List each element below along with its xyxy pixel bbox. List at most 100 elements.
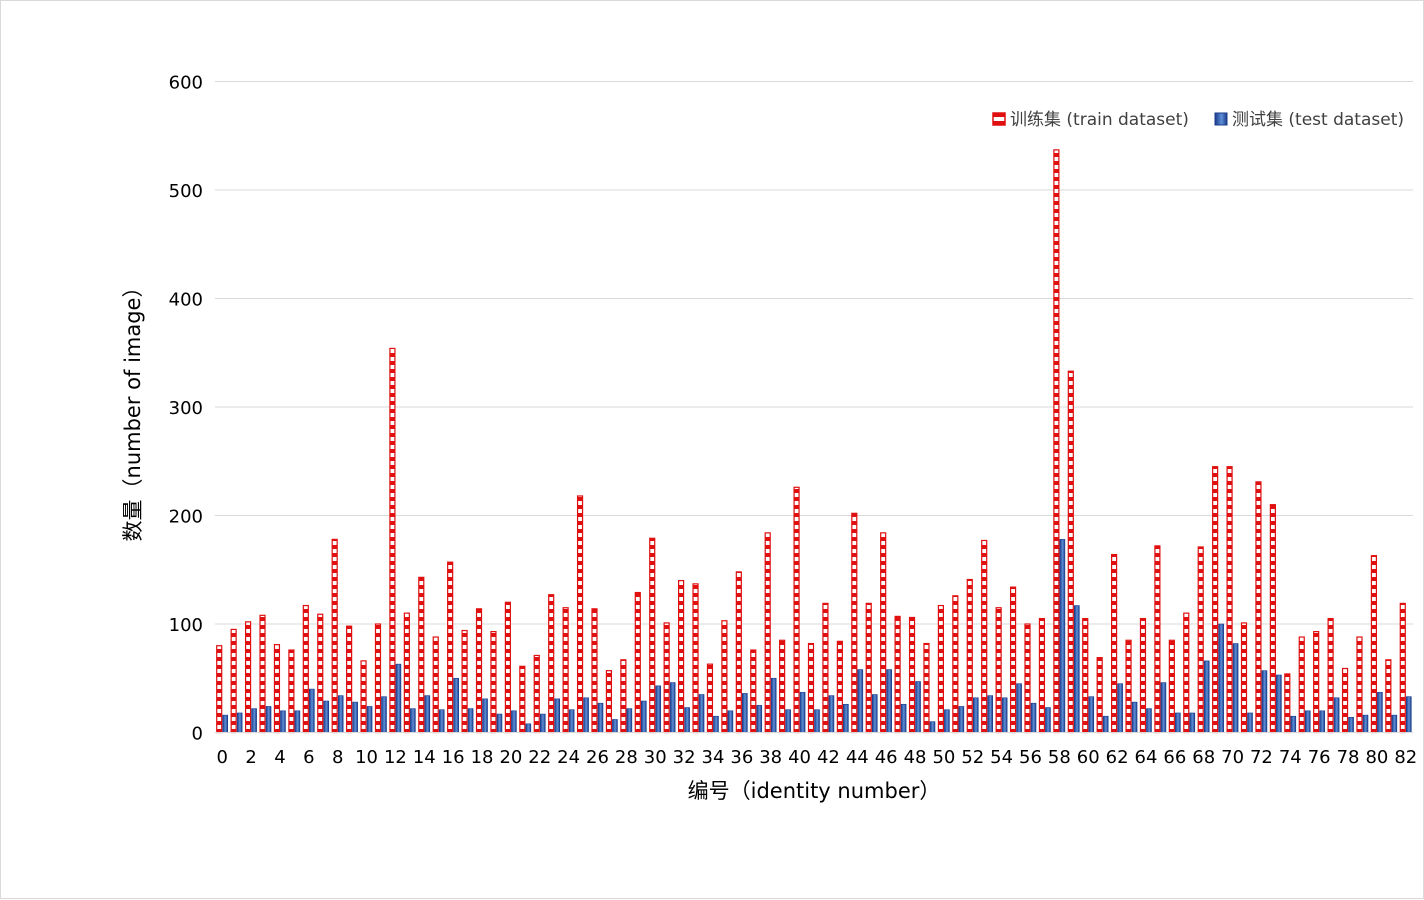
legend-swatch-test	[1214, 112, 1228, 126]
bar-test	[395, 663, 402, 733]
bar-test	[337, 695, 344, 733]
bar-train	[418, 576, 425, 734]
bar-test	[1218, 623, 1224, 733]
bar-test	[857, 669, 864, 733]
bar-test	[814, 709, 820, 733]
bar-train	[244, 621, 252, 734]
bar-train	[1284, 673, 1291, 734]
bar-test	[828, 695, 835, 733]
bar-test	[871, 694, 878, 733]
x-tick-label: 58	[1048, 747, 1071, 768]
bar-train	[995, 607, 1002, 734]
bar-train	[346, 625, 353, 734]
bar-test	[626, 708, 633, 733]
bar-test	[987, 695, 994, 733]
bar-train	[634, 591, 641, 734]
bar-train	[1024, 623, 1031, 734]
bar-train	[562, 607, 569, 734]
x-tick-label: 2	[245, 747, 256, 768]
bar-train	[331, 538, 338, 734]
bar-test	[554, 698, 560, 733]
x-tick-label: 50	[932, 747, 955, 768]
bar-train	[865, 602, 872, 734]
bar-train	[1125, 639, 1132, 734]
bar-test	[843, 703, 849, 733]
bar-train	[360, 660, 367, 734]
bar-test	[1016, 683, 1022, 733]
bar-test	[684, 707, 690, 733]
bar-test	[1102, 715, 1109, 733]
x-tick-label: 38	[759, 747, 782, 768]
bar-train	[1240, 622, 1248, 734]
bar-test	[727, 710, 734, 733]
y-tick-label: 400	[169, 290, 203, 311]
bar-train	[620, 659, 627, 734]
bar-test	[1348, 717, 1354, 733]
x-tick-label: 82	[1394, 747, 1417, 768]
bar-test	[1131, 701, 1138, 733]
bar-test	[640, 700, 647, 733]
bar-train	[1399, 602, 1406, 734]
bar-test	[496, 713, 503, 733]
bar-train	[735, 571, 742, 734]
x-tick-label: 42	[817, 747, 840, 768]
bar-test	[958, 706, 965, 733]
y-tick-label: 0	[192, 724, 203, 745]
bar-test	[1333, 697, 1340, 733]
bar-train	[966, 578, 973, 734]
bar-test	[1319, 710, 1325, 733]
bar-train	[1154, 545, 1161, 734]
bar-train	[1183, 612, 1190, 734]
bar-train	[937, 604, 945, 734]
bar-train	[519, 665, 526, 734]
bar-test	[799, 692, 806, 733]
bar-test	[944, 709, 950, 733]
bar-test	[323, 700, 330, 733]
bar-train	[317, 613, 324, 734]
bar-test	[525, 723, 532, 733]
x-tick-label: 66	[1163, 747, 1186, 768]
x-tick-label: 18	[471, 747, 494, 768]
bar-train	[822, 602, 829, 734]
bar-train	[447, 561, 454, 734]
bar-test	[698, 694, 705, 733]
legend-label-test: 测试集 (test dataset)	[1232, 110, 1404, 130]
bar-test	[886, 669, 892, 733]
x-tick-label: 22	[528, 747, 551, 768]
bar-train	[533, 654, 540, 734]
x-tick-label: 76	[1308, 747, 1331, 768]
bar-test	[294, 710, 301, 733]
x-tick-label: 24	[557, 747, 580, 768]
x-tick-label: 54	[990, 747, 1013, 768]
x-tick-labels: 0 2 4 6 8 10 12 14 16 18 20 22 24 26 28 30 32 34 36 38 40 42 4…	[216, 747, 1417, 768]
bar-train	[259, 614, 266, 734]
x-tick-label: 30	[644, 747, 667, 768]
bar-train	[1269, 504, 1276, 734]
bar-test	[410, 708, 416, 733]
x-tick-label: 8	[332, 747, 343, 768]
bar-test	[280, 710, 286, 733]
bar-test	[742, 693, 748, 733]
x-tick-label: 74	[1279, 747, 1302, 768]
bar-train	[1139, 617, 1147, 734]
bar-train	[793, 486, 800, 734]
y-tick-label: 500	[169, 181, 203, 202]
x-tick-label: 26	[586, 747, 609, 768]
bar-test	[1074, 605, 1080, 733]
bar-test	[1045, 707, 1051, 733]
bar-test	[900, 703, 907, 733]
x-tick-label: 14	[413, 747, 436, 768]
bar-test	[309, 688, 315, 733]
bar-train	[908, 616, 916, 734]
bar-test	[1304, 710, 1311, 733]
bar-train	[663, 622, 670, 734]
bar-train	[1255, 481, 1262, 734]
bar-test	[1377, 692, 1383, 733]
bar-train	[605, 670, 613, 734]
bar-train	[1038, 617, 1046, 734]
bar-test	[366, 706, 373, 733]
bar-train	[779, 639, 786, 734]
x-tick-label: 70	[1221, 747, 1244, 768]
bar-train	[981, 539, 988, 734]
